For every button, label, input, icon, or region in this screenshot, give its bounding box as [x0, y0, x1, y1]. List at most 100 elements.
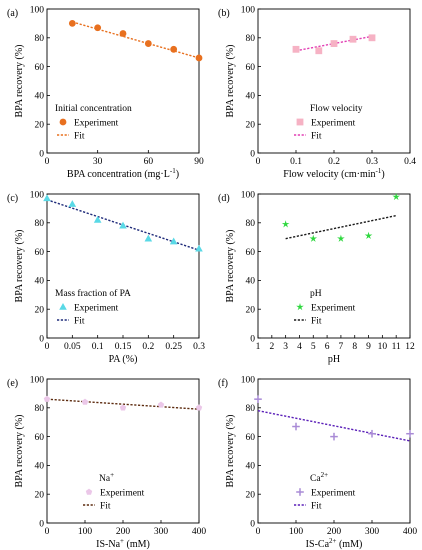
x-tick-label: 0.4	[404, 157, 416, 167]
legend-fit-label: Fit	[311, 502, 322, 512]
legend-experiment-label: Experiment	[311, 119, 356, 129]
data-point	[368, 34, 376, 42]
x-tick-label: 4	[297, 342, 302, 352]
x-tick-label: 5	[311, 342, 316, 352]
x-tick-label: 3	[283, 342, 288, 352]
y-tick-label: 0	[250, 334, 255, 344]
data-point	[119, 221, 127, 229]
legend-experiment-marker	[296, 118, 304, 126]
x-tick-label: 0.2	[328, 157, 340, 167]
legend-experiment-label: Experiment	[74, 119, 119, 129]
legend-fit-label: Fit	[311, 317, 322, 327]
data-point	[81, 398, 89, 405]
y-tick-label: 0	[39, 334, 44, 344]
y-tick-label: 20	[246, 121, 256, 131]
data-point	[330, 432, 338, 441]
chart-panel: (c) 0 20 40 60 80 100 0 0.05 0.1 0.15 0.2 0.25 0.3 PA …	[7, 190, 205, 365]
legend-title: pH	[310, 289, 322, 299]
x-tick-label: 0	[256, 527, 261, 537]
x-tick-label: 200	[116, 527, 131, 537]
y-axis-label: BPA recovery (%)	[14, 415, 25, 488]
chart-panel: (a) 0 20 40 60 80 100 0 30 60 90 BPA concentration …	[7, 5, 204, 180]
x-tick-label: 7	[339, 342, 344, 352]
y-tick-label: 100	[30, 190, 45, 200]
y-tick-label: 60	[35, 433, 45, 443]
x-tick-label: 0	[256, 157, 261, 167]
x-tick-label: 2	[269, 342, 274, 352]
x-tick-label: 1	[256, 342, 261, 352]
data-point	[157, 401, 165, 408]
x-tick-label: 400	[192, 527, 207, 537]
y-axis-label: BPA recovery (%)	[225, 45, 236, 118]
x-tick-label: 200	[327, 527, 342, 537]
y-tick-label: 0	[39, 149, 44, 159]
y-tick-label: 80	[35, 34, 45, 44]
y-axis-label: BPA recovery (%)	[225, 230, 236, 303]
x-tick-label: 8	[352, 342, 357, 352]
legend-fit-label: Fit	[311, 132, 322, 142]
y-tick-label: 80	[246, 404, 256, 414]
plot-frame	[257, 193, 411, 339]
y-axis-label: BPA recovery (%)	[14, 45, 25, 118]
data-point	[144, 234, 153, 242]
y-tick-label: 60	[246, 248, 256, 258]
panel-label: (b)	[218, 8, 230, 19]
x-tick-label: 0	[45, 527, 50, 537]
x-tick-label: 60	[144, 157, 154, 167]
y-tick-label: 100	[30, 5, 45, 15]
x-tick-label: 0.1	[290, 157, 302, 167]
fit-line	[72, 21, 200, 59]
x-tick-label: 0.3	[366, 157, 378, 167]
legend-title: Mass fraction of PA	[55, 288, 131, 299]
x-tick-label: 100	[78, 527, 93, 537]
data-point	[119, 404, 127, 411]
plot-frame	[46, 8, 200, 154]
data-point	[368, 429, 376, 438]
data-point	[119, 30, 127, 37]
data-point	[43, 395, 51, 402]
x-tick-label: 10	[378, 342, 388, 352]
y-tick-label: 60	[35, 63, 45, 73]
plot-frame	[257, 8, 411, 154]
x-tick-label: 12	[405, 342, 415, 352]
panel-label: (d)	[218, 193, 230, 204]
y-tick-label: 80	[35, 404, 45, 414]
y-tick-label: 80	[246, 219, 256, 229]
data-point	[292, 422, 300, 431]
legend-experiment-label: Experiment	[311, 489, 356, 499]
x-axis-label: IS-Na+ (mM)	[96, 537, 150, 550]
data-point	[94, 24, 102, 32]
x-axis-label: pH	[328, 354, 340, 365]
y-tick-label: 20	[35, 491, 45, 501]
y-tick-label: 20	[246, 306, 256, 316]
x-tick-label: 0.05	[64, 342, 81, 352]
data-point	[406, 429, 414, 438]
data-point	[392, 192, 400, 201]
data-point	[43, 194, 51, 202]
legend-experiment-marker	[296, 488, 304, 496]
data-point	[292, 45, 300, 53]
x-tick-label: 0.3	[193, 342, 205, 352]
data-point	[364, 231, 373, 239]
data-point	[170, 45, 178, 53]
legend-title: Ca2+	[310, 471, 328, 484]
x-tick-label: 0.2	[142, 342, 154, 352]
data-point	[330, 40, 338, 47]
y-tick-label: 0	[250, 519, 255, 529]
plot-frame	[46, 193, 200, 339]
x-axis-label: Flow velocity (cm·min-1)	[283, 167, 384, 180]
y-tick-label: 100	[30, 375, 45, 385]
panel-label: (f)	[218, 378, 228, 389]
y-tick-label: 100	[241, 190, 256, 200]
panel-label: (e)	[7, 378, 18, 389]
y-tick-label: 40	[35, 277, 45, 287]
data-point	[68, 200, 77, 207]
data-point	[93, 215, 102, 223]
legend-title: Initial concentration	[55, 104, 132, 114]
data-point	[254, 395, 262, 403]
panel-label: (c)	[7, 193, 18, 204]
x-tick-label: 0	[45, 157, 50, 167]
data-point	[68, 20, 76, 27]
